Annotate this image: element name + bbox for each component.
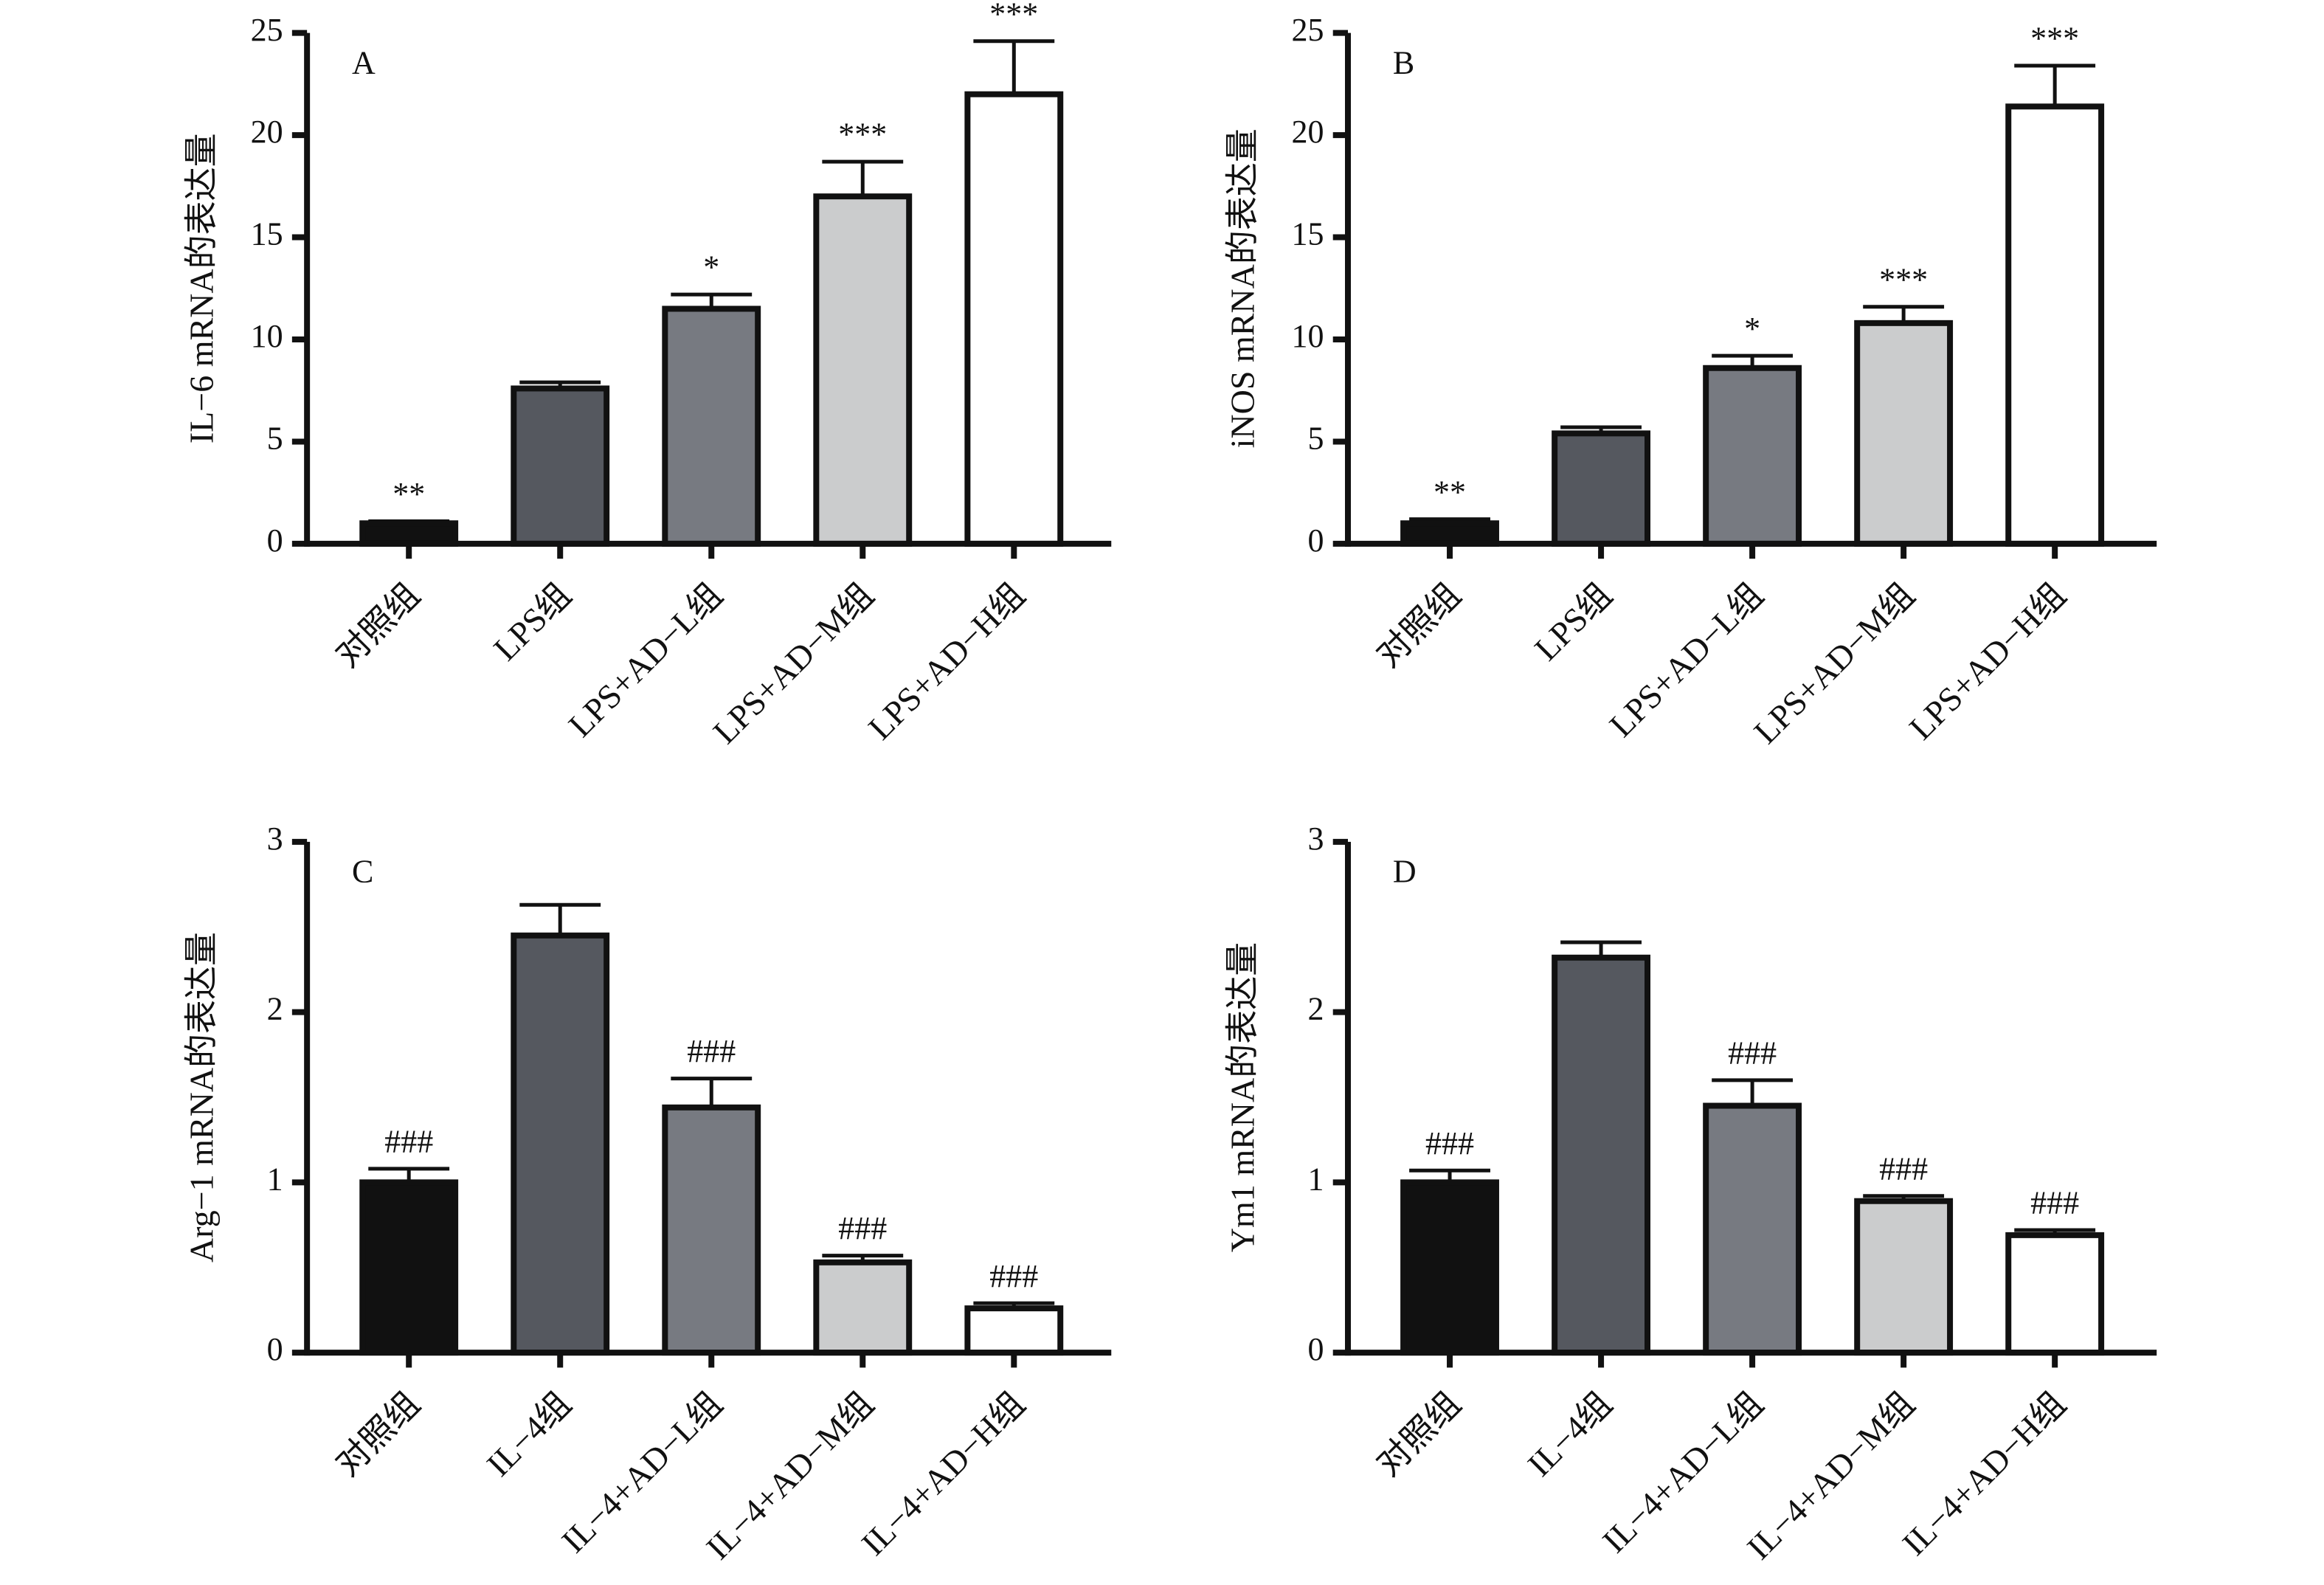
y-tick-label: 5 (267, 421, 283, 457)
bar (1703, 365, 1802, 547)
bar (662, 305, 761, 547)
significance-label: *** (989, 0, 1038, 32)
y-tick-label: 3 (1308, 821, 1324, 857)
significance-label: ### (1879, 1150, 1928, 1187)
significance-label: ### (1425, 1125, 1474, 1161)
y-tick-label: 1 (1308, 1161, 1324, 1197)
significance-label: ### (989, 1258, 1038, 1294)
panel-label: B (1393, 44, 1414, 80)
bar (359, 520, 459, 547)
significance-label: ### (687, 1033, 736, 1069)
significance-label: *** (1879, 261, 1928, 297)
x-tick-label: 对照组 (328, 1385, 427, 1484)
panel-label: A (352, 44, 376, 80)
x-tick-label: IL−4组 (1521, 1385, 1619, 1484)
bar (511, 385, 610, 547)
bar (1703, 1102, 1802, 1356)
bar (2005, 1232, 2105, 1356)
x-tick-label: IL−4+AD−H组 (1895, 1385, 2073, 1563)
y-tick-label: 20 (251, 114, 283, 150)
y-tick-label: 15 (1292, 216, 1324, 252)
x-tick-label: LPS组 (1527, 576, 1619, 668)
significance-label: ** (1434, 474, 1466, 510)
significance-label: ### (838, 1210, 887, 1246)
x-tick-label: 对照组 (1369, 1385, 1468, 1484)
y-tick-label: 15 (251, 216, 283, 252)
x-tick-label: IL−4组 (480, 1385, 578, 1484)
bar (1552, 954, 1650, 1356)
bar (964, 1305, 1064, 1356)
x-tick-label: LPS+AD−H组 (861, 576, 1032, 747)
y-tick-label: 5 (1308, 421, 1324, 457)
y-axis-title: IL−6 mRNA的表达量 (183, 133, 221, 443)
panel-label: D (1393, 854, 1417, 890)
bar (1400, 520, 1499, 547)
x-tick-label: LPS+AD−L组 (1602, 576, 1770, 744)
bar (2005, 103, 2105, 547)
significance-label: * (703, 249, 719, 286)
y-tick-label: 20 (1292, 114, 1324, 150)
y-tick-label: 0 (267, 1331, 283, 1367)
bar (511, 932, 610, 1356)
bar (813, 193, 913, 547)
significance-label: ### (384, 1124, 433, 1160)
bar (359, 1179, 459, 1356)
bar (662, 1104, 761, 1356)
x-tick-label: LPS+AD−M组 (1746, 576, 1921, 750)
x-tick-label: IL−4+AD−L组 (554, 1385, 729, 1560)
significance-label: * (1744, 311, 1760, 347)
x-tick-label: LPS+AD−H组 (1902, 576, 2073, 747)
significance-label: ### (1728, 1035, 1777, 1071)
x-tick-label: LPS+AD−M组 (706, 576, 881, 750)
y-tick-label: 3 (267, 821, 283, 857)
bar (1552, 430, 1650, 547)
panel-label: C (352, 854, 373, 890)
bar (1400, 1179, 1499, 1356)
y-axis-title: iNOS mRNA的表达量 (1224, 128, 1262, 448)
y-tick-label: 0 (1308, 522, 1324, 559)
x-tick-label: 对照组 (1369, 576, 1468, 674)
y-tick-label: 25 (251, 12, 283, 48)
y-tick-label: 0 (267, 522, 283, 559)
bar (964, 91, 1064, 547)
bar (813, 1259, 913, 1356)
y-tick-label: 2 (267, 991, 283, 1027)
y-tick-label: 10 (251, 318, 283, 354)
x-tick-label: IL−4+AD−H组 (854, 1385, 1032, 1563)
significance-label: *** (2030, 21, 2079, 57)
x-tick-label: 对照组 (328, 576, 427, 674)
significance-label: *** (838, 117, 887, 153)
x-tick-label: IL−4+AD−L组 (1595, 1385, 1770, 1560)
significance-label: ### (2030, 1185, 2079, 1221)
y-axis-title: Ym1 mRNA的表达量 (1224, 942, 1262, 1252)
bar (1854, 1198, 1954, 1356)
y-axis-title: Arg−1 mRNA的表达量 (183, 932, 221, 1263)
y-tick-label: 25 (1292, 12, 1324, 48)
y-tick-label: 10 (1292, 318, 1324, 354)
y-tick-label: 1 (267, 1161, 283, 1197)
x-tick-label: LPS+AD−L组 (561, 576, 730, 744)
significance-label: ** (392, 476, 425, 512)
y-tick-label: 0 (1308, 1331, 1324, 1367)
y-tick-label: 2 (1308, 991, 1324, 1027)
x-tick-label: LPS组 (486, 576, 578, 668)
bar (1854, 320, 1954, 547)
